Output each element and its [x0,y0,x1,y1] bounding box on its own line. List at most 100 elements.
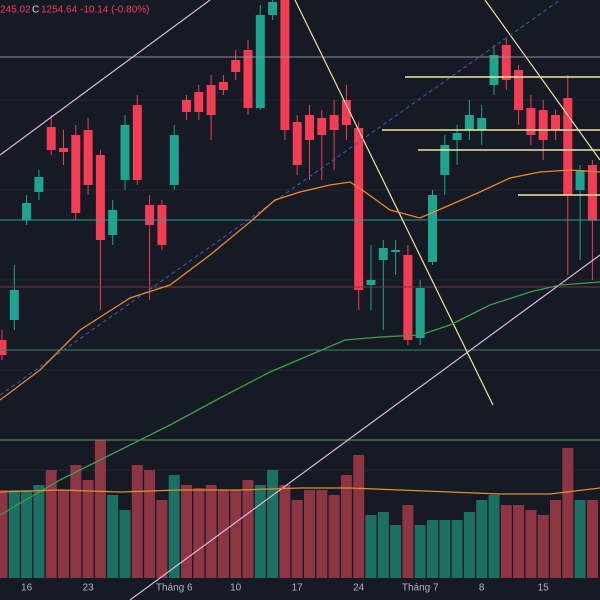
candle-body [280,0,290,130]
candle-body [354,128,364,290]
candle-body [169,135,179,185]
candle-body [59,148,68,152]
volume-bar [291,500,303,578]
candle-body [120,125,130,180]
volume-bar [340,475,352,578]
volume-bar [230,490,242,578]
header-change: -10.14 (-0.80%) [80,5,149,16]
volume-bar [451,520,463,578]
candle-body [415,288,425,338]
volume-bar [107,495,119,578]
candle-body [391,250,401,252]
header-low: 245.02 [0,5,31,16]
candle-body [157,205,167,245]
trend-line [484,0,600,161]
x-tick-label: 16 [21,583,33,594]
volume-bar [390,525,402,578]
candle-body [403,255,413,340]
candle-body [292,122,302,165]
volume-bar [168,475,180,578]
volume-bar [131,465,143,578]
volume-bar [414,525,426,578]
candle-body [477,118,487,130]
volume-bar [119,510,131,578]
volume-bar [82,480,94,578]
candle-body [9,290,19,320]
candle-body [182,100,191,112]
candle-body [145,205,155,225]
volume-bar [316,490,328,578]
candle-body [538,110,548,140]
candle-body [231,60,241,72]
volume-bar [279,485,291,578]
candle-body [501,45,511,80]
volume-bar [205,485,217,578]
candle-body [341,100,351,125]
volume-bar [267,470,279,578]
volume-bar [537,515,549,578]
trend-line [294,0,494,406]
volume-bar [488,495,500,578]
volume-bar [513,505,525,578]
volume-bar [476,500,488,578]
volume-average [0,487,600,495]
x-tick-label: 15 [538,583,550,594]
candle-body [95,155,105,240]
volume-bar [156,500,168,578]
candle-body [440,145,450,175]
candle-body [305,115,314,140]
candle-body [132,105,142,180]
volume-bar [8,490,20,578]
volume-bar [70,465,82,578]
candle-body [194,92,204,112]
volume-bar [439,520,451,578]
moving-average [0,169,600,401]
candle-body [452,133,462,140]
candles [0,0,598,578]
moving-average [0,281,600,516]
x-tick-label: 10 [230,583,242,594]
candle-body [22,203,32,220]
volume-bar [45,470,57,578]
candle-body [575,170,585,190]
candle-body [587,165,597,221]
x-tick-label: 8 [479,583,485,594]
volume-bar [144,470,156,578]
volume-bar [217,490,229,578]
candle-body [317,118,327,135]
x-tick-label: Tháng 7 [402,583,439,594]
candle-body [514,70,524,110]
candle-body [428,195,437,262]
candle-body [108,210,118,235]
volume-bar [377,512,389,578]
volume-bar [365,515,377,578]
header-close-label: C [32,5,39,16]
volume-bar [181,485,192,578]
candle-body [255,15,265,108]
x-tick-label: 23 [83,583,95,594]
header-close: 1254.64 [41,5,78,16]
x-tick-label: 17 [292,583,304,594]
candle-body [71,135,81,213]
volume-bar [500,505,512,578]
candle-body [206,85,216,115]
candle-body [218,82,228,90]
x-tick-label: 24 [353,583,365,594]
volume-bar [353,455,365,578]
candle-body [464,115,474,130]
volume-bar [0,490,8,578]
time-axis: 16 23 Tháng 6 10 17 24 Tháng 7 8 15 [21,583,549,594]
candle-body [526,108,536,135]
candle-body [551,115,560,130]
volume-bar [574,500,586,578]
volume-bar [550,500,561,578]
candle-body [83,130,93,185]
candle-body [34,177,44,192]
candle-body [366,280,376,285]
x-tick-label: Tháng 6 [156,583,193,594]
candle-body [46,127,56,150]
candle-body [489,55,499,85]
header: 245.02 C 1254.64 -10.14 (-0.80%) [0,5,149,16]
